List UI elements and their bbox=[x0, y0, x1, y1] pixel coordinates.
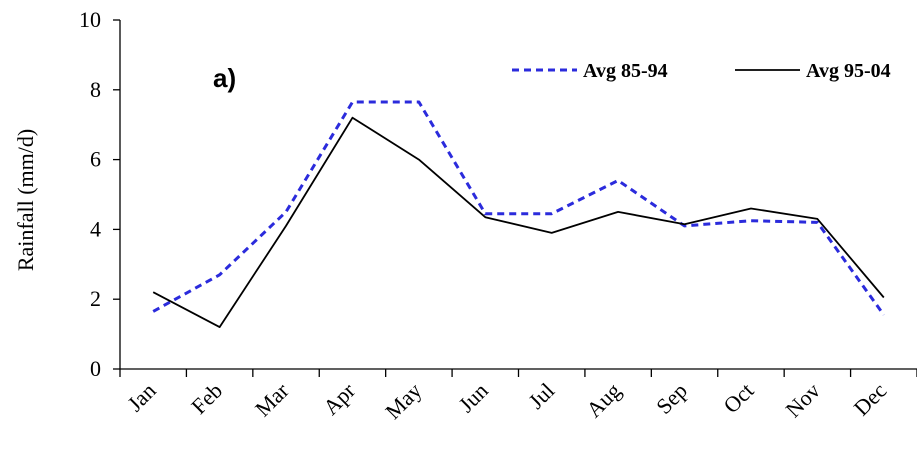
y-tick-label-2: 2 bbox=[90, 286, 101, 311]
y-axis-title: Rainfall (mm/d) bbox=[13, 129, 38, 271]
x-tick-label-sep: Sep bbox=[651, 378, 692, 419]
x-tick-label-nov: Nov bbox=[780, 378, 824, 422]
y-tick-label-4: 4 bbox=[90, 216, 101, 241]
legend-label-avg-95-04: Avg 95-04 bbox=[806, 60, 891, 82]
y-tick-label-6: 6 bbox=[90, 147, 101, 172]
y-ticks: 0 2 4 6 8 10 bbox=[79, 7, 120, 381]
x-ticks: Jan Feb Mar Apr May Jun Jul Aug Sep Oct Nov Dec bbox=[119, 369, 917, 424]
x-tick-label-jul: Jul bbox=[523, 378, 559, 414]
legend-label-avg-85-94: Avg 85-94 bbox=[583, 60, 668, 82]
x-tick-label-mar: Mar bbox=[250, 377, 294, 421]
panel-label: a) bbox=[213, 63, 236, 93]
x-tick-label-jun: Jun bbox=[454, 378, 493, 417]
x-tick-label-dec: Dec bbox=[849, 378, 892, 421]
x-tick-label-may: May bbox=[380, 378, 426, 424]
series-line-avg-85-94 bbox=[152, 100, 886, 316]
y-tick-label-10: 10 bbox=[79, 7, 101, 32]
legend: Avg 85-94 Avg 95-04 bbox=[512, 60, 891, 82]
series-layer bbox=[152, 100, 886, 329]
x-tick-label-feb: Feb bbox=[186, 378, 227, 419]
y-tick-label-8: 8 bbox=[90, 77, 101, 102]
series-line-avg-95-04 bbox=[152, 116, 885, 329]
x-tick-label-oct: Oct bbox=[718, 378, 758, 418]
x-tick-label-aug: Aug bbox=[581, 378, 625, 422]
y-tick-label-0: 0 bbox=[90, 356, 101, 381]
x-tick-label-jan: Jan bbox=[122, 378, 160, 416]
x-tick-label-apr: Apr bbox=[318, 377, 360, 419]
